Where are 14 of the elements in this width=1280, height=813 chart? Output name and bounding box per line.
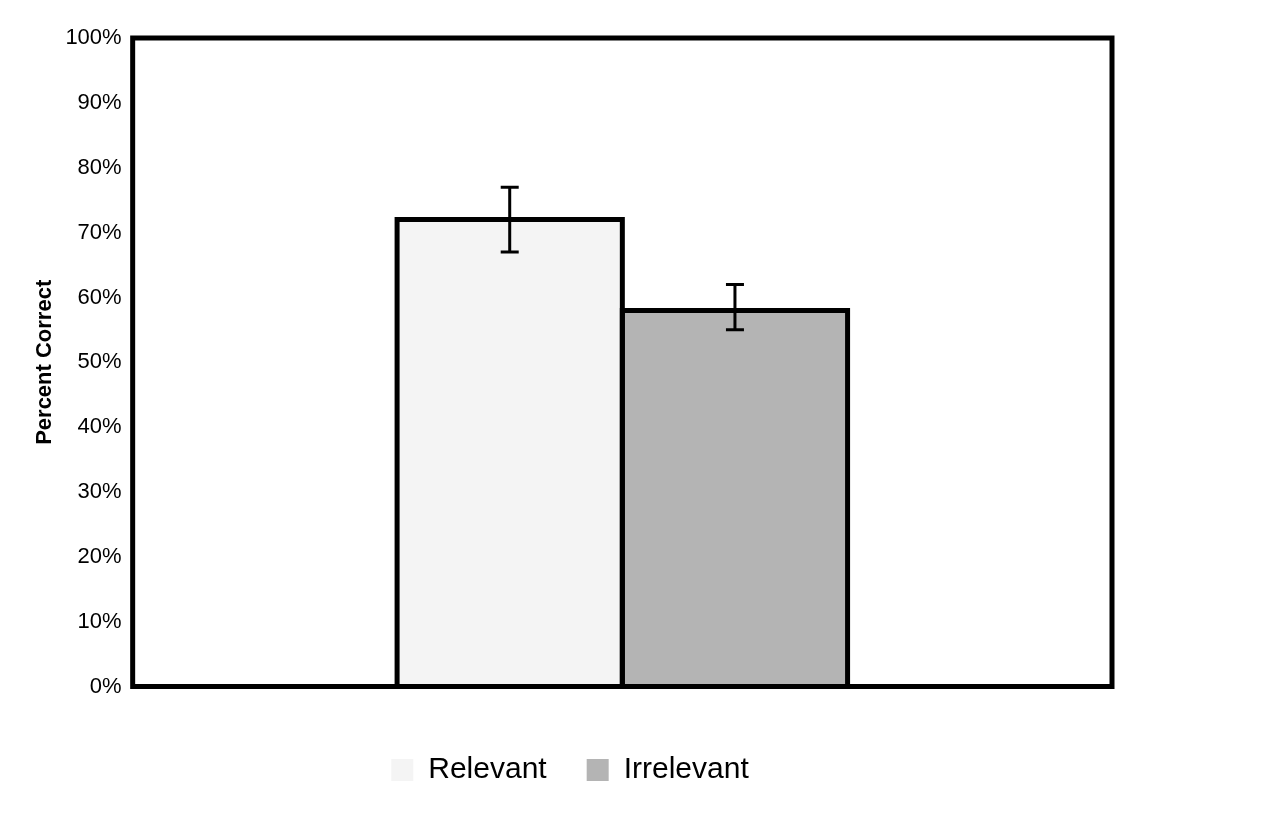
- legend-label: Relevant: [428, 751, 548, 785]
- y-tick-label: 70%: [77, 218, 122, 244]
- legend-label: Irrelevant: [623, 751, 750, 785]
- y-tick-label: 20%: [77, 542, 122, 568]
- y-tick-label: 40%: [77, 413, 122, 439]
- y-axis-title: Percent Correct: [31, 279, 57, 445]
- y-tick-label: 90%: [77, 88, 122, 114]
- y-tick-label: 30%: [77, 478, 122, 504]
- y-tick-label: 100%: [65, 24, 122, 50]
- y-tick-label: 10%: [77, 607, 122, 633]
- y-tick-label: 50%: [77, 348, 122, 374]
- y-tick-label: 0%: [89, 672, 122, 698]
- y-tick-label: 80%: [77, 153, 122, 179]
- y-tick-label: 60%: [77, 283, 122, 309]
